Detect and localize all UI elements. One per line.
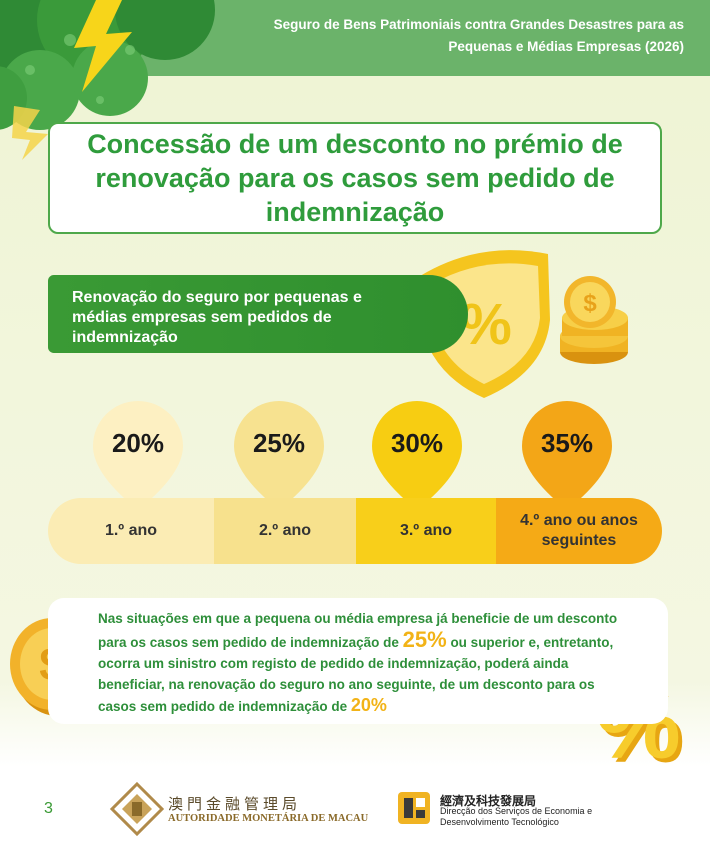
svg-text:$: $ [583,290,597,317]
year-segment-2: 2.º ano [214,498,356,564]
dsedt-name-line1: Direcção dos Serviços de Economia e [440,806,593,816]
year-segment-1: 1.º ano [48,498,214,564]
discount-percent-3: 30% [390,428,444,458]
shield-percent-symbol: % [460,292,512,357]
pin-25-icon [234,401,324,510]
note-line2-b: ou superior e, entretanto, [450,635,614,650]
lightning-icon-small [12,106,48,160]
banner-line1: Renovação do seguro por pequenas e [72,289,362,306]
year-label-4-line2: seguintes [541,532,617,549]
year-segment-4: 4.º ano ou anos seguintes [496,498,662,564]
note-card [48,598,668,724]
lightning-icon [74,0,132,92]
year-track: 1.º ano 2.º ano 3.º ano 4.º ano ou anos … [48,498,662,564]
amcm-name-chinese: 澳門金融管理局 [168,795,302,813]
amcm-name-portuguese: AUTORIDADE MONETÁRIA DE MACAU [168,813,369,824]
note-line4: beneficiar, na renovação do seguro no an… [98,677,595,692]
pin-30-icon [372,401,462,510]
year-label-4: 4.º ano ou anos seguintes [520,511,638,551]
discount-percent-4: 35% [540,428,594,458]
dsedt-name-chinese: 經濟及科技發展局 [440,794,537,808]
note-highlight-25: 25% [402,627,447,652]
renewal-banner-text: Renovação do seguro por pequenas e média… [72,288,412,348]
dsedt-name-line2: Desenvolvimento Tecnológico [440,817,559,827]
dsedt-logo-icon [398,792,430,824]
note-line5-a: casos sem pedido de indemnização de [98,699,348,714]
page-title-line1: Concessão de um desconto no prémio de [87,129,623,159]
year-label-2: 2.º ano [258,522,312,539]
page-title: Concessão de um desconto no prémio de re… [87,127,623,229]
note-line1: Nas situações em que a pequena ou média … [98,611,618,626]
pin-20-icon [93,401,183,510]
note-highlight-20: 20% [350,695,387,715]
storm-cloud-icon [0,0,215,130]
year-label-4-line1: 4.º ano ou anos [520,512,638,529]
discount-percent-1: 20% [111,428,165,458]
year-label-1: 1.º ano [104,522,158,539]
note-text: Nas situações em que a pequena ou média … [98,608,658,717]
dsedt-name-portuguese: Direcção dos Serviços de Economia e Dese… [440,806,610,828]
note-line3: ocorra um sinistro com registo de pedido… [98,656,569,671]
note-line5: casos sem pedido de indemnização de 20% [98,695,658,717]
renewal-banner [48,275,468,353]
header-title-line2: Pequenas e Médias Empresas (2026) [448,39,684,54]
page-number: 3 [44,800,53,817]
year-segment-3: 3.º ano [356,498,496,564]
title-card: Concessão de um desconto no prémio de re… [48,122,662,234]
document-header-title: Seguro de Bens Patrimoniais contra Grand… [214,14,684,58]
banner-line2: médias empresas sem pedidos de [72,309,332,326]
banner-line3: indemnização [72,329,178,346]
note-line2: para os casos sem pedido de indemnização… [98,629,658,653]
year-label-3: 3.º ano [399,522,453,539]
pin-35-icon [522,401,612,510]
page-title-line3: indemnização [265,197,445,227]
header-title-line1: Seguro de Bens Patrimoniais contra Grand… [273,17,684,32]
note-line2-a: para os casos sem pedido de indemnização… [98,635,399,650]
coin-stack-icon: $ [560,276,628,364]
page-title-line2: renovação para os casos sem pedido de [95,163,615,193]
discount-percent-2: 25% [252,428,306,458]
amcm-logo-icon [109,781,165,837]
